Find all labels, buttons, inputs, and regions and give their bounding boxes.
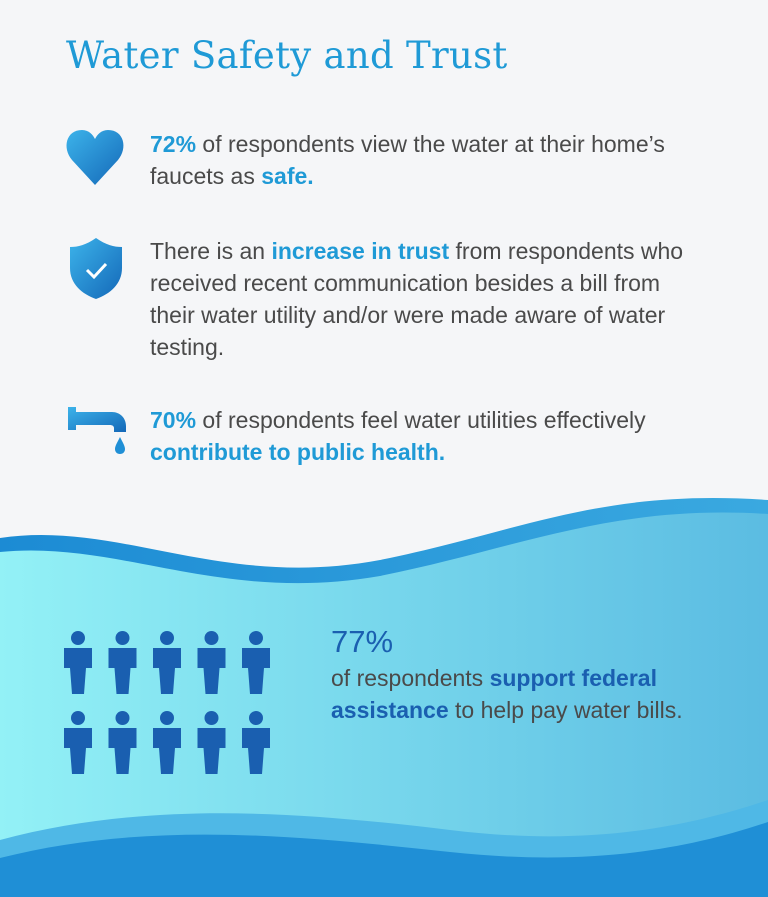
check-icon xyxy=(85,262,108,280)
body-text: of respondents xyxy=(331,665,490,691)
person-head xyxy=(249,631,263,645)
emphasis-text: 70% xyxy=(150,407,197,433)
emphasis-text: increase in trust xyxy=(271,238,450,264)
person-head xyxy=(249,711,263,725)
person-body xyxy=(64,728,92,774)
person-body xyxy=(242,728,270,774)
body-text: There is an xyxy=(150,238,272,264)
person-body xyxy=(242,648,270,694)
wave-body xyxy=(0,512,768,897)
stat-value: 77% xyxy=(331,624,394,659)
heart-icon xyxy=(66,130,124,185)
person-head xyxy=(160,631,174,645)
person-head xyxy=(71,711,85,725)
person-body xyxy=(108,728,137,774)
body-text: of respondents view the water at their h… xyxy=(150,131,665,189)
item-text: 70% of respondents feel water utilities … xyxy=(150,404,690,468)
body-text: of respondents feel water utilities effe… xyxy=(196,407,646,433)
body-text: to help pay water bills. xyxy=(448,697,683,723)
title: Water Safety and Trust xyxy=(66,34,508,77)
person-head xyxy=(160,711,174,725)
emphasis-text: 72% xyxy=(150,131,197,157)
people-icons xyxy=(64,631,270,774)
person-body xyxy=(197,648,226,694)
person-head xyxy=(204,631,219,645)
item-text: There is an increase in trust from respo… xyxy=(150,235,690,363)
emphasis-text: safe. xyxy=(261,163,314,189)
stat-text: of respondents support federal assistanc… xyxy=(331,662,691,726)
person-body xyxy=(197,728,226,774)
wave-bottom-dark xyxy=(0,822,768,897)
faucet-icon xyxy=(68,407,126,432)
drop-icon xyxy=(115,437,125,454)
stat: 77% of respondents support federal assis… xyxy=(331,622,691,726)
person-body xyxy=(153,648,181,694)
shield-icon xyxy=(70,238,122,299)
person-head xyxy=(115,631,130,645)
emphasis-text: contribute to public health. xyxy=(150,439,446,465)
person-head xyxy=(71,631,85,645)
person-head xyxy=(204,711,219,725)
person-body xyxy=(153,728,181,774)
person-head xyxy=(115,711,130,725)
person-body xyxy=(64,648,92,694)
body-text: from respondents who received recent com… xyxy=(150,238,684,360)
person-body xyxy=(108,648,137,694)
item-text: 72% of respondents view the water at the… xyxy=(150,128,690,192)
emphasis-text: support federal assistance xyxy=(331,665,657,723)
